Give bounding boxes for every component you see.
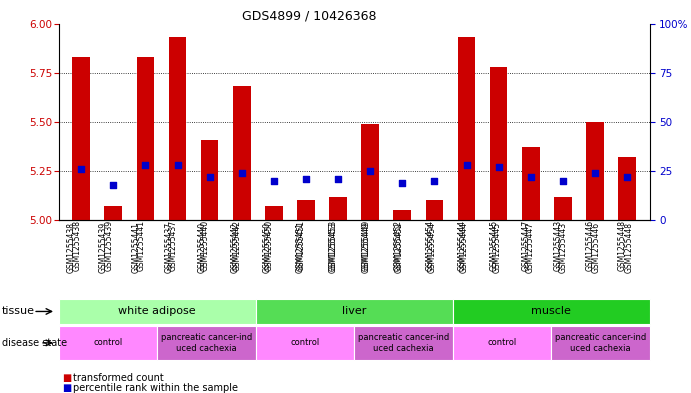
Text: GSM1255446: GSM1255446 bbox=[586, 220, 595, 271]
Point bbox=[332, 176, 343, 182]
Text: percentile rank within the sample: percentile rank within the sample bbox=[73, 383, 238, 393]
Bar bbox=[104, 206, 122, 220]
Text: GSM1255441: GSM1255441 bbox=[136, 220, 145, 271]
Bar bbox=[73, 57, 90, 220]
Text: GSM1255451: GSM1255451 bbox=[297, 220, 306, 271]
Bar bbox=[233, 86, 251, 220]
Bar bbox=[329, 196, 347, 220]
Text: GSM1255446: GSM1255446 bbox=[591, 222, 600, 273]
Bar bbox=[137, 57, 154, 220]
Text: white adipose: white adipose bbox=[118, 307, 196, 316]
Text: disease state: disease state bbox=[2, 338, 67, 348]
Text: GSM1255441: GSM1255441 bbox=[132, 222, 141, 273]
Text: GSM1255440: GSM1255440 bbox=[200, 220, 209, 271]
Text: GSM1255451: GSM1255451 bbox=[296, 222, 305, 273]
Text: GSM1255444: GSM1255444 bbox=[457, 220, 466, 271]
Text: GSM1255439: GSM1255439 bbox=[99, 222, 108, 273]
Text: GSM1255453: GSM1255453 bbox=[329, 220, 338, 271]
Text: muscle: muscle bbox=[531, 307, 571, 316]
Text: GSM1255445: GSM1255445 bbox=[493, 222, 502, 273]
Text: GSM1255444: GSM1255444 bbox=[460, 222, 469, 273]
Point bbox=[558, 178, 569, 184]
Bar bbox=[393, 210, 411, 220]
Point bbox=[365, 168, 376, 174]
Text: GSM1255449: GSM1255449 bbox=[361, 222, 370, 273]
Bar bbox=[522, 147, 540, 220]
Bar bbox=[554, 196, 571, 220]
Text: GSM1255445: GSM1255445 bbox=[490, 220, 499, 271]
Text: GSM1255443: GSM1255443 bbox=[554, 220, 563, 271]
Text: GSM1255442: GSM1255442 bbox=[233, 220, 242, 271]
Bar bbox=[490, 67, 507, 220]
Bar bbox=[201, 140, 218, 220]
Text: control: control bbox=[93, 338, 122, 347]
Text: GSM1255454: GSM1255454 bbox=[427, 222, 436, 273]
Bar bbox=[297, 200, 315, 220]
Text: GSM1255450: GSM1255450 bbox=[265, 220, 274, 271]
Text: control: control bbox=[290, 338, 319, 347]
Text: tissue: tissue bbox=[2, 307, 35, 316]
Point bbox=[397, 180, 408, 186]
Point bbox=[429, 178, 440, 184]
Text: pancreatic cancer-ind
uced cachexia: pancreatic cancer-ind uced cachexia bbox=[358, 333, 449, 353]
Point bbox=[236, 170, 247, 176]
Point bbox=[204, 174, 215, 180]
Bar bbox=[265, 206, 283, 220]
Text: GDS4899 / 10426368: GDS4899 / 10426368 bbox=[242, 10, 377, 23]
Text: GSM1255439: GSM1255439 bbox=[104, 220, 113, 271]
Text: pancreatic cancer-ind
uced cachexia: pancreatic cancer-ind uced cachexia bbox=[161, 333, 252, 353]
Point bbox=[461, 162, 472, 168]
Bar bbox=[361, 124, 379, 220]
Point bbox=[172, 162, 183, 168]
Text: control: control bbox=[487, 338, 516, 347]
Text: GSM1255442: GSM1255442 bbox=[230, 222, 239, 273]
Point bbox=[621, 174, 632, 180]
Text: GSM1255454: GSM1255454 bbox=[426, 220, 435, 271]
Point bbox=[268, 178, 279, 184]
Text: GSM1255448: GSM1255448 bbox=[624, 222, 633, 273]
Text: transformed count: transformed count bbox=[73, 373, 163, 383]
Text: GSM1255447: GSM1255447 bbox=[522, 220, 531, 271]
Text: GSM1255452: GSM1255452 bbox=[395, 222, 404, 273]
Point bbox=[589, 170, 600, 176]
Text: GSM1255453: GSM1255453 bbox=[329, 222, 338, 273]
Text: GSM1255440: GSM1255440 bbox=[198, 222, 207, 273]
Point bbox=[493, 164, 504, 170]
Text: GSM1255447: GSM1255447 bbox=[526, 222, 535, 273]
Bar bbox=[586, 122, 604, 220]
Text: GSM1255449: GSM1255449 bbox=[361, 220, 370, 271]
Text: GSM1255437: GSM1255437 bbox=[164, 222, 173, 273]
Point bbox=[525, 174, 536, 180]
Point bbox=[108, 182, 119, 188]
Text: ■: ■ bbox=[62, 373, 71, 383]
Text: liver: liver bbox=[342, 307, 366, 316]
Text: ■: ■ bbox=[62, 383, 71, 393]
Text: pancreatic cancer-ind
uced cachexia: pancreatic cancer-ind uced cachexia bbox=[555, 333, 646, 353]
Text: GSM1255438: GSM1255438 bbox=[66, 222, 75, 273]
Point bbox=[76, 166, 87, 172]
Bar bbox=[426, 200, 443, 220]
Point bbox=[140, 162, 151, 168]
Bar bbox=[618, 157, 636, 220]
Bar bbox=[457, 37, 475, 220]
Text: GSM1255438: GSM1255438 bbox=[73, 220, 82, 271]
Text: GSM1255450: GSM1255450 bbox=[263, 222, 272, 273]
Text: GSM1255437: GSM1255437 bbox=[169, 220, 178, 271]
Point bbox=[301, 176, 312, 182]
Text: GSM1255443: GSM1255443 bbox=[558, 222, 567, 273]
Text: GSM1255448: GSM1255448 bbox=[618, 220, 627, 271]
Bar bbox=[169, 37, 187, 220]
Text: GSM1255452: GSM1255452 bbox=[393, 220, 402, 271]
